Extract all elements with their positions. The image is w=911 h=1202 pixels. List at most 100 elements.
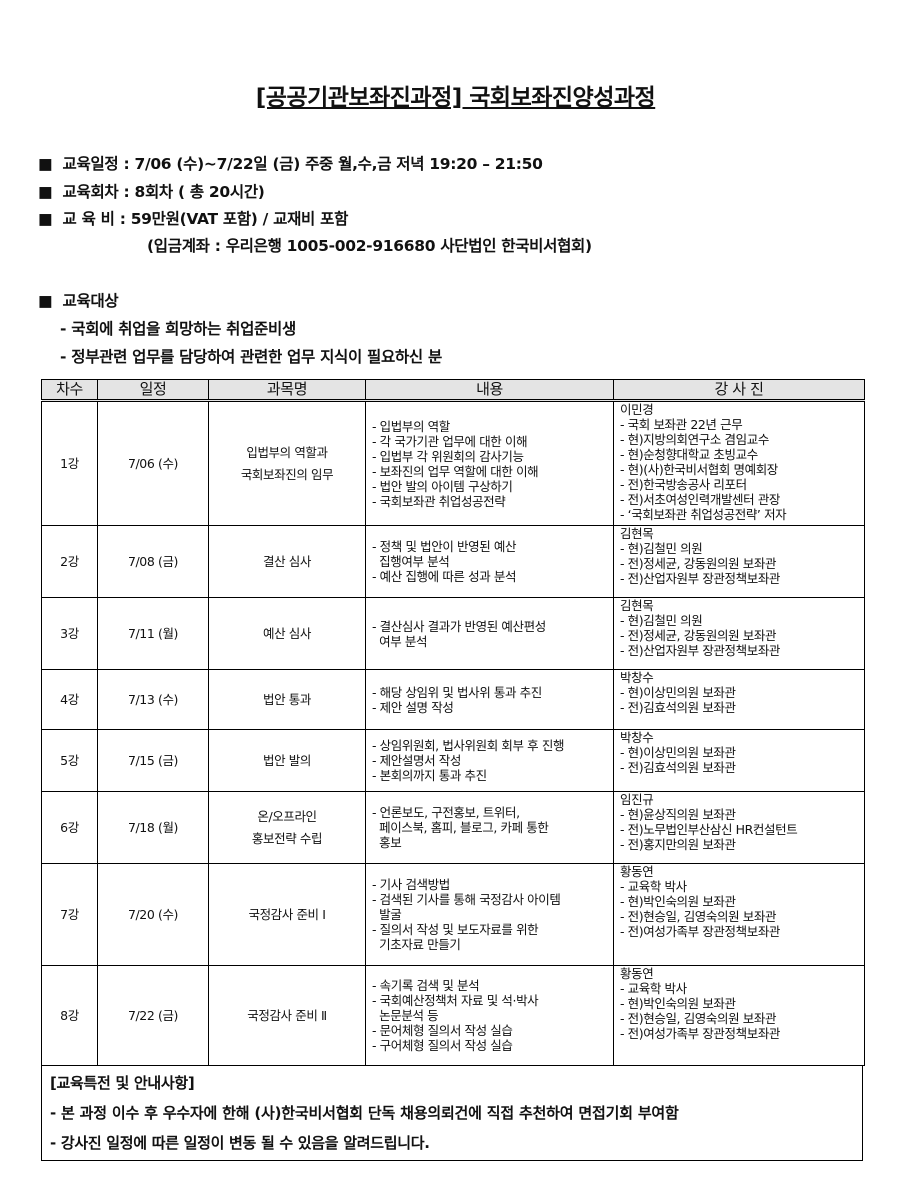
- session-teacher: 박창수 - 현)이상민의원 보좌관 - 전)김효석의원 보좌관: [613, 669, 865, 730]
- session-teacher: 김현목 - 현)김철민 의원 - 전)정세균, 강동원의원 보좌관 - 전)산업자원부…: [613, 597, 865, 670]
- session-content-line: - 보좌진의 업무 역할에 대한 이해: [372, 463, 539, 479]
- session-subject-line: 입법부의 역할과: [246, 444, 328, 460]
- session-teacher: 김현목 - 현)김철민 의원 - 전)정세균, 강동원의원 보좌관 - 전)산업자원부…: [613, 525, 865, 598]
- session-content: - 언론보도, 구전홍보, 트위터, 페이스북, 홈피, 블로그, 카페 통한 …: [365, 791, 614, 864]
- session-content: - 정책 및 법안이 반영된 예산 집행여부 분석 - 예산 집행에 따른 성과 …: [365, 525, 614, 598]
- session-date: 7/18 (월): [97, 791, 209, 864]
- session-number: 2강: [41, 525, 98, 598]
- session-subject-line: 국정감사 준비 Ⅱ: [247, 1007, 327, 1023]
- session-number: 8강: [41, 965, 98, 1066]
- session-date: 7/11 (월): [97, 597, 209, 670]
- session-teacher-line: - 전)한국방송공사 리포터: [620, 477, 747, 492]
- session-teacher-line: - 전)현승일, 김영숙의원 보좌관: [620, 909, 777, 924]
- session-content-line: - 속기록 검색 및 분석: [372, 978, 480, 993]
- session-content-line: - 결산심사 결과가 반영된 예산편성: [372, 618, 546, 634]
- session-subject: 법안 발의: [208, 729, 366, 792]
- header-subject: 과목명: [208, 379, 366, 402]
- session-subject-line: 온/오프라인: [257, 808, 317, 824]
- session-content: - 상임위원회, 법사위원회 회부 후 진행 - 제안설명서 작성 - 본회의까지 …: [365, 729, 614, 792]
- session-teacher-line: 김현목: [620, 598, 654, 613]
- session-teacher-line: - 전)정세균, 강동원의원 보좌관: [620, 628, 777, 643]
- session-date: 7/15 (금): [97, 729, 209, 792]
- session-teacher-line: - 현)이상민의원 보좌관: [620, 685, 736, 700]
- session-teacher-line: 황동연: [620, 966, 654, 981]
- session-subject-line: 결산 심사: [263, 553, 311, 569]
- table-row: 1강 7/06 (수) 입법부의 역할과 국회보좌진의 임무 - 입법부의 역할 - 각 …: [41, 400, 865, 526]
- table-row: 5강 7/15 (금) 법안 발의 - 상임위원회, 법사위원회 회부 후 진행 - 제…: [41, 729, 865, 792]
- table-row: 3강 7/11 (월) 예산 심사 - 결산심사 결과가 반영된 예산편성 여부 분석…: [41, 597, 865, 670]
- session-teacher: 황동연 - 교육학 박사 - 현)박인숙의원 보좌관 - 전)현승일, 김영숙의원 보…: [613, 965, 865, 1066]
- session-content-line: - 구어체형 질의서 작성 실습: [372, 1038, 513, 1053]
- session-teacher-line: - 전)노무법인부산삼신 HR컨설턴트: [620, 822, 798, 837]
- session-teacher-line: 박창수: [620, 730, 654, 745]
- session-content-line: - 상임위원회, 법사위원회 회부 후 진행: [372, 738, 565, 753]
- session-teacher: 박창수 - 현)이상민의원 보좌관 - 전)김효석의원 보좌관: [613, 729, 865, 792]
- session-content-line: - 검색된 기사를 통해 국정감사 아이템: [372, 892, 561, 907]
- session-teacher-line: - 전)김효석의원 보좌관: [620, 700, 736, 715]
- notes-heading: [교육특전 및 안내사항]: [50, 1074, 195, 1092]
- session-date: 7/06 (수): [97, 400, 209, 526]
- session-teacher-line: - 현)지방의회연구소 겸임교수: [620, 432, 769, 447]
- table-row: 7강 7/20 (수) 국정감사 준비 Ⅰ - 기사 검색방법 - 검색된 기사를 통해…: [41, 863, 865, 966]
- session-content-line: - 정책 및 법안이 반영된 예산: [372, 539, 517, 554]
- note-item: - 강사진 일정에 따른 일정이 변동 될 수 있음을 알려드립니다.: [50, 1134, 430, 1152]
- session-teacher-line: - 전)산업자원부 장관정책보좌관: [620, 571, 781, 586]
- session-teacher-line: - 전)정세균, 강동원의원 보좌관: [620, 556, 777, 571]
- session-number: 5강: [41, 729, 98, 792]
- notes-box: [교육특전 및 안내사항] - 본 과정 이수 후 우수자에 한해 (사)한국비…: [41, 1066, 863, 1161]
- session-teacher-line: - 전)여성가족부 장관정책보좌관: [620, 1026, 781, 1041]
- sessions-line: ■ 교육회차 : 8회차 ( 총 20시간): [38, 183, 265, 201]
- session-content-line: - 제안설명서 작성: [372, 753, 461, 768]
- session-number: 6강: [41, 791, 98, 864]
- session-content-line: - 국회보좌관 취업성공전략: [372, 493, 506, 509]
- session-subject: 결산 심사: [208, 525, 366, 598]
- session-content: - 입법부의 역할 - 각 국가기관 업무에 대한 이해 - 입법부 각 위원회의 …: [365, 400, 614, 526]
- session-date: 7/22 (금): [97, 965, 209, 1066]
- header-content: 내용: [365, 379, 614, 402]
- session-subject-line: 홍보전략 수립: [251, 830, 323, 846]
- session-content-line: 홍보: [372, 835, 402, 850]
- session-number: 7강: [41, 863, 98, 966]
- session-teacher-line: - 현)순청향대학교 초빙교수: [620, 447, 758, 462]
- fee-line: ■ 교 육 비 : 59만원(VAT 포함) / 교재비 포함: [38, 210, 349, 228]
- session-teacher-line: - 교육학 박사: [620, 981, 687, 996]
- account-line: (입금계좌 : 우리은행 1005-002-916680 사단법인 한국비서협회…: [147, 237, 592, 255]
- session-teacher-line: - 교육학 박사: [620, 879, 687, 894]
- session-content: - 결산심사 결과가 반영된 예산편성 여부 분석: [365, 597, 614, 670]
- session-teacher-line: - 국회 보좌관 22년 근무: [620, 417, 743, 432]
- session-content-line: - 제안 설명 작성: [372, 699, 454, 715]
- target-item: - 정부관련 업무를 담당하여 관련한 업무 지식이 필요하신 분: [60, 348, 442, 366]
- session-subject: 예산 심사: [208, 597, 366, 670]
- session-content: - 속기록 검색 및 분석 - 국회예산정책처 자료 및 석·박사 논문분석 등-…: [365, 965, 614, 1066]
- curriculum-table: 차수 일정 과목명 내용 강 사 진 1강 7/06 (수) 입법부의 역할과 국회보…: [41, 379, 865, 1066]
- session-date: 7/08 (금): [97, 525, 209, 598]
- session-number: 1강: [41, 400, 98, 526]
- session-teacher-line: 황동연: [620, 864, 654, 879]
- session-teacher-line: - 현)박인숙의원 보좌관: [620, 996, 736, 1011]
- session-content-line: - 각 국가기관 업무에 대한 이해: [372, 433, 528, 449]
- schedule-line: ■ 교육일정 : 7/06 (수)~7/22일 (금) 주중 월,수,금 저녁 …: [38, 155, 543, 173]
- session-content: - 해당 상임위 및 법사위 통과 추진 - 제안 설명 작성: [365, 669, 614, 730]
- session-content-line: 페이스북, 홈피, 블로그, 카페 통한: [372, 820, 549, 835]
- table-row: 4강 7/13 (수) 법안 통과 - 해당 상임위 및 법사위 통과 추진 - 제안 …: [41, 669, 865, 730]
- session-content-line: - 국회예산정책처 자료 및 석·박사: [372, 993, 539, 1008]
- session-content-line: - 입법부 각 위원회의 감사기능: [372, 448, 524, 464]
- table-header-row: 차수 일정 과목명 내용 강 사 진: [41, 379, 865, 402]
- table-row: 8강 7/22 (금) 국정감사 준비 Ⅱ - 속기록 검색 및 분석 - 국회예산정책…: [41, 965, 865, 1066]
- session-subject: 국정감사 준비 Ⅰ: [208, 863, 366, 966]
- session-subject-line: 법안 통과: [263, 691, 311, 707]
- page-title: [공공기관보좌진과정] 국회보좌진양성과정: [255, 85, 656, 111]
- session-teacher: 황동연 - 교육학 박사 - 현)박인숙의원 보좌관 - 전)현승일, 김영숙의원 보…: [613, 863, 865, 966]
- note-item: - 본 과정 이수 후 우수자에 한해 (사)한국비서협회 단독 채용의뢰건에 …: [50, 1104, 679, 1122]
- session-teacher-line: 김현목: [620, 526, 654, 541]
- session-content-line: - 예산 집행에 따른 성과 분석: [372, 569, 517, 584]
- session-content-line: - 문어체형 질의서 작성 실습: [372, 1023, 513, 1038]
- session-subject: 입법부의 역할과 국회보좌진의 임무: [208, 400, 366, 526]
- session-content-line: - 본회의까지 통과 추진: [372, 768, 487, 783]
- session-date: 7/13 (수): [97, 669, 209, 730]
- session-date: 7/20 (수): [97, 863, 209, 966]
- header-no: 차수: [41, 379, 98, 402]
- session-teacher-line: 박창수: [620, 670, 654, 685]
